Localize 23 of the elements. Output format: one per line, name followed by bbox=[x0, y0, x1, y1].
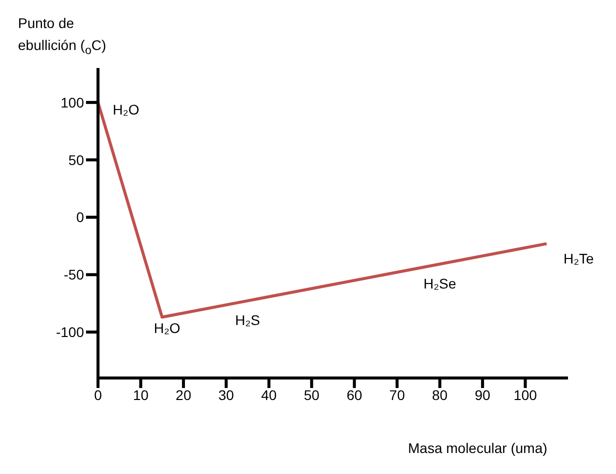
annotation: H₂O bbox=[154, 320, 180, 336]
x-tick-label: 80 bbox=[432, 386, 448, 403]
y-tick-label: 100 bbox=[60, 94, 84, 110]
x-tick-label: 30 bbox=[218, 386, 234, 403]
annotation: H₂Se bbox=[423, 275, 456, 292]
y-axis-title: Punto de ebullición ($_{o}$C) bbox=[18, 14, 108, 59]
annotation: H₂Te bbox=[563, 250, 594, 267]
x-tick-label: 50 bbox=[304, 386, 320, 403]
y-tick-label: -100 bbox=[56, 324, 84, 340]
x-tick-label: 70 bbox=[389, 386, 406, 403]
x-tick-label: 100 bbox=[514, 386, 538, 403]
x-tick-label: 0 bbox=[94, 386, 102, 403]
x-tick-label: 20 bbox=[176, 386, 192, 403]
y-tick-label: -50 bbox=[64, 266, 84, 283]
x-tick-label: 90 bbox=[474, 386, 491, 403]
y-tick-label: 0 bbox=[76, 209, 84, 226]
annotation: H₂O bbox=[112, 101, 140, 118]
y-tick-label: 50 bbox=[68, 152, 84, 168]
x-tick-label: 60 bbox=[346, 386, 362, 403]
x-tick-label: 10 bbox=[132, 386, 149, 403]
x-axis-title: Masa molecular (uma) bbox=[408, 440, 548, 456]
x-tick-label: 40 bbox=[261, 386, 277, 403]
annotation: H₂S bbox=[235, 312, 260, 328]
